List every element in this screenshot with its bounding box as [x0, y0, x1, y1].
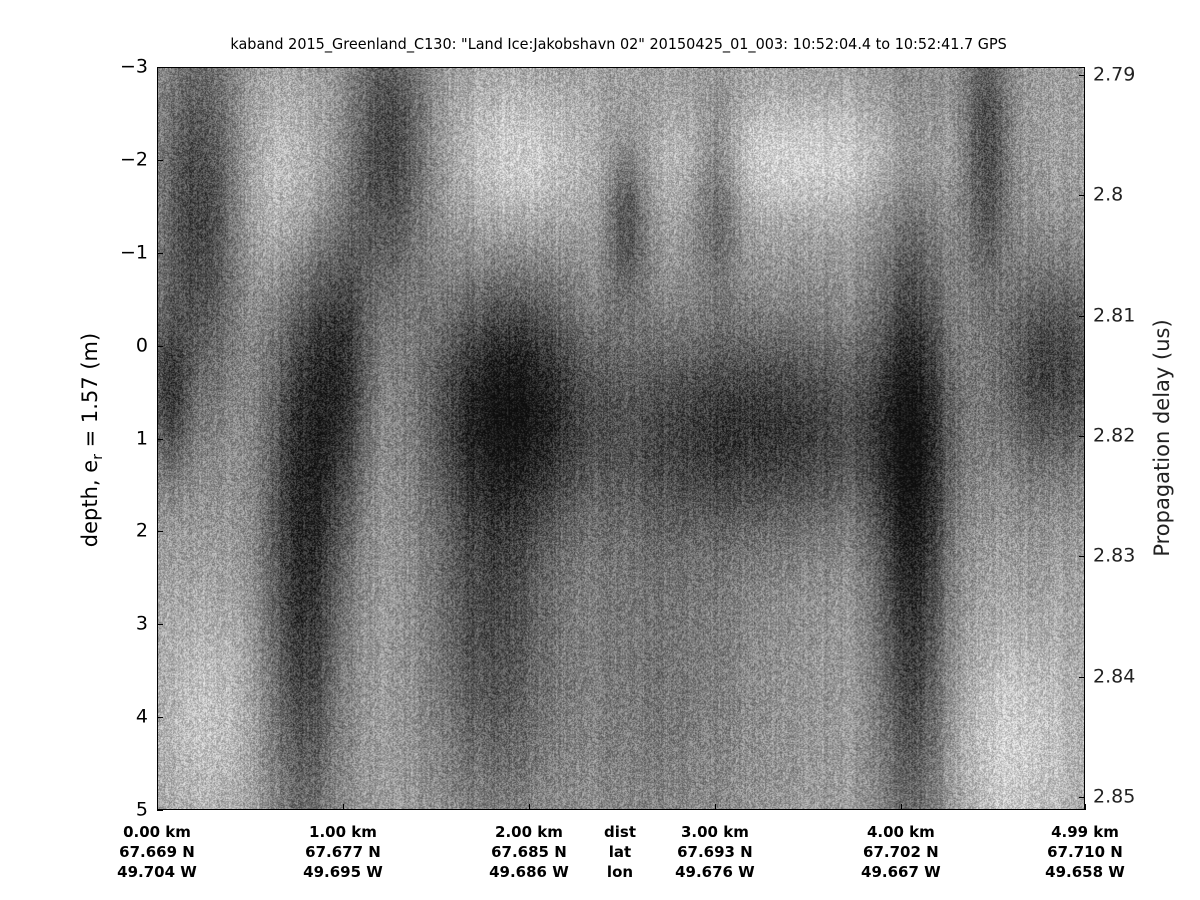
x-tick-label-lon: 49.658 W	[1045, 863, 1125, 881]
x-tick-label-lat: 67.677 N	[305, 843, 381, 861]
x-tick-label-lon: 49.686 W	[489, 863, 569, 881]
y-tick-label-left: 5	[135, 798, 148, 821]
y-tick-label-right: 2.8	[1093, 183, 1124, 206]
y-tick-label-left: 3	[135, 612, 148, 635]
y-tick-mark-left	[157, 159, 163, 161]
x-tick-label-lat: 67.693 N	[677, 843, 753, 861]
x-tick-mark	[528, 804, 530, 810]
x-row-label-lon: lon	[606, 863, 634, 881]
y-tick-mark-left	[157, 67, 163, 68]
x-row-label-dist: dist	[604, 823, 636, 841]
y-tick-label-left: 4	[135, 705, 148, 728]
y-tick-mark-right	[1079, 556, 1085, 558]
y-tick-label-right: 2.84	[1093, 665, 1136, 688]
y-tick-label-right: 2.79	[1093, 63, 1136, 86]
x-tick-label-dist: 2.00 km	[495, 823, 563, 841]
x-row-label-lat: lat	[608, 843, 632, 861]
x-tick-label-dist: 3.00 km	[680, 823, 749, 841]
y-tick-mark-right	[1079, 315, 1085, 317]
y-tick-mark-left	[157, 624, 163, 626]
y-tick-mark-left	[157, 345, 163, 347]
y-tick-mark-left	[157, 717, 163, 719]
y-tick-mark-right	[1079, 75, 1085, 76]
x-tick-mark	[714, 804, 716, 810]
y-tick-label-left: 0	[135, 334, 148, 357]
y-label-text: depth, e	[77, 459, 102, 548]
y-axis-label-right: Propagation delay (us)	[1150, 319, 1174, 557]
x-tick-label-dist: 4.99 km	[1051, 823, 1119, 841]
x-tick-label-lat: 67.710 N	[1047, 843, 1123, 861]
echogram-heatmap	[158, 68, 1084, 809]
x-tick-label-dist: 1.00 km	[309, 823, 377, 841]
x-tick-label-dist: 0.00 km	[123, 823, 191, 841]
y-tick-label-left: −1	[119, 241, 148, 264]
x-tick-mark	[157, 804, 158, 810]
y-tick-label-right: 2.82	[1093, 424, 1136, 447]
x-tick-label-lat: 67.702 N	[863, 843, 939, 861]
x-tick-label-lon: 49.704 W	[117, 863, 197, 881]
y-tick-mark-right	[1079, 436, 1085, 437]
y-tick-label-right: 2.83	[1093, 544, 1136, 567]
y-tick-mark-right	[1079, 676, 1085, 678]
x-tick-mark	[900, 804, 902, 810]
y-tick-label-right: 2.85	[1093, 785, 1136, 808]
y-tick-mark-left	[157, 810, 163, 811]
x-tick-label-lat: 67.685 N	[491, 843, 567, 861]
y-axis-label-left: depth, er = 1.57 (m)	[78, 333, 106, 547]
x-tick-mark	[342, 804, 344, 810]
y-label-subscript: r	[90, 454, 107, 460]
chart-title: kaband 2015_Greenland_C130: "Land Ice:Ja…	[230, 35, 1007, 53]
y-tick-mark-left	[157, 252, 163, 254]
y-tick-mark-left	[157, 438, 163, 440]
y-label-unit: = 1.57 (m)	[77, 332, 102, 455]
x-tick-label-dist: 4.00 km	[866, 823, 935, 841]
y-tick-label-left: −3	[119, 55, 148, 78]
echogram-image	[157, 67, 1085, 810]
y-tick-label-left: 1	[135, 427, 148, 449]
y-tick-mark-right	[1079, 797, 1085, 798]
x-tick-mark	[1085, 804, 1086, 810]
y-tick-mark-right	[1079, 195, 1085, 197]
x-tick-label-lon: 49.676 W	[675, 863, 755, 881]
y-tick-label-right: 2.81	[1093, 304, 1136, 327]
x-tick-label-lat: 67.669 N	[119, 843, 195, 861]
y-tick-label-left: 2	[135, 519, 148, 542]
x-tick-label-lon: 49.667 W	[861, 863, 941, 881]
y-tick-label-left: −2	[119, 148, 148, 171]
y-tick-mark-left	[157, 531, 163, 533]
x-tick-label-lon: 49.695 W	[303, 863, 383, 881]
